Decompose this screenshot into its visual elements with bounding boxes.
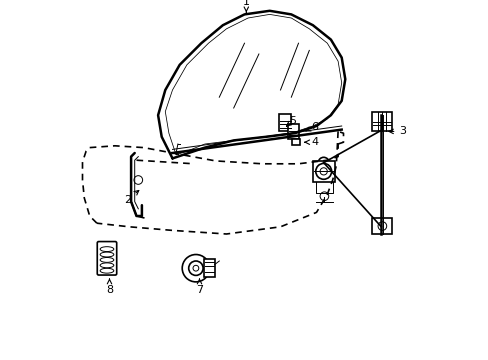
Bar [371,112,391,131]
Circle shape [188,261,203,275]
Text: 1: 1 [243,0,249,12]
Circle shape [320,192,328,201]
Circle shape [134,176,142,184]
Text: 4: 4 [305,137,318,147]
Circle shape [320,168,326,175]
Text: 6: 6 [305,122,318,132]
Bar [287,124,299,139]
Bar [292,139,300,145]
Text: 7: 7 [196,279,203,295]
Text: 2: 2 [123,190,139,205]
Circle shape [182,255,209,282]
Circle shape [318,157,328,168]
Ellipse shape [100,252,114,257]
Bar [203,259,215,277]
Circle shape [315,163,331,179]
Bar [278,114,291,131]
Text: 3: 3 [388,126,406,136]
Circle shape [193,265,199,271]
Circle shape [377,222,386,230]
Bar [371,218,391,234]
Ellipse shape [100,263,114,268]
Bar [312,161,334,182]
Ellipse shape [100,257,114,262]
Text: 8: 8 [106,279,113,295]
Text: 5: 5 [286,116,296,126]
Ellipse shape [100,247,114,252]
Ellipse shape [100,268,114,273]
